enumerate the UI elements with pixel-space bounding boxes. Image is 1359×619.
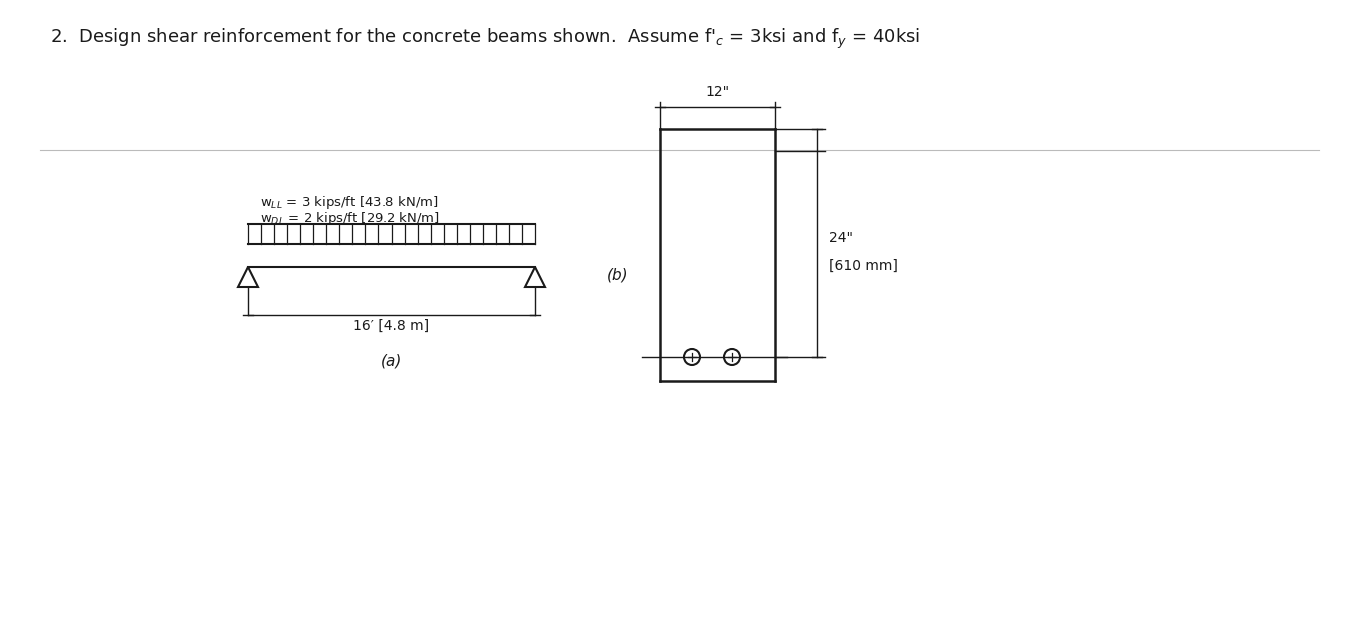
- Text: 16′ [4.8 m]: 16′ [4.8 m]: [353, 319, 429, 333]
- Text: 2.  Design shear reinforcement for the concrete beams shown.  Assume f$'_c$ = 3k: 2. Design shear reinforcement for the co…: [50, 27, 920, 51]
- Text: w$_{DL}$ = 2 kips/ft [29.2 kN/m]: w$_{DL}$ = 2 kips/ft [29.2 kN/m]: [260, 210, 440, 227]
- Text: 24": 24": [829, 231, 853, 245]
- Text: w$_{LL}$ = 3 kips/ft [43.8 kN/m]: w$_{LL}$ = 3 kips/ft [43.8 kN/m]: [260, 194, 439, 211]
- Text: (a): (a): [381, 353, 402, 368]
- Text: 12": 12": [705, 85, 730, 99]
- Text: (b): (b): [607, 267, 629, 282]
- Text: [610 mm]: [610 mm]: [829, 259, 898, 273]
